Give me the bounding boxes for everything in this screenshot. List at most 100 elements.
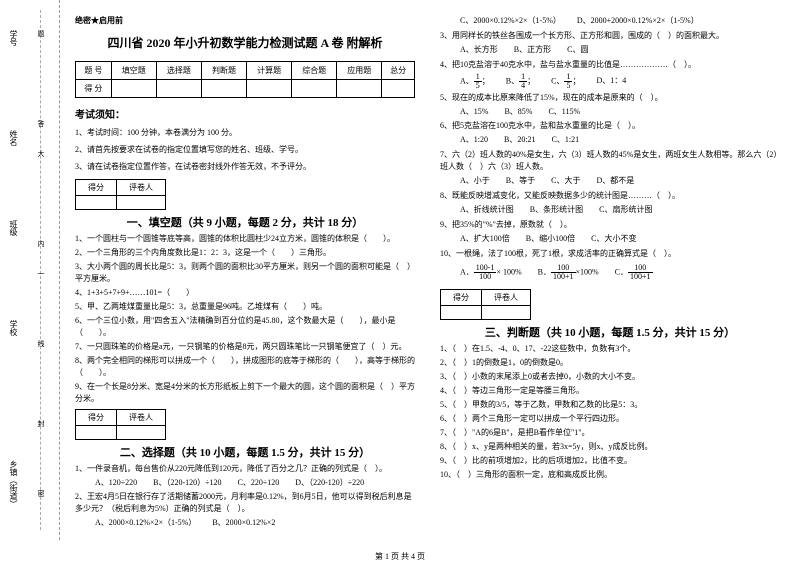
s1-q9: 9、在一个长是8分米、宽是4分米的长方形纸板上剪下一个最大的圆，这个圆的面积是（…: [75, 381, 415, 405]
s2-q2-opts2: C、2000×0.12%×2×（1-5%） D、2000+2000×0.12%×…: [460, 15, 780, 28]
s2-q10-opts: A．100-1100× 100% B．100100+1×100% C．10010…: [460, 264, 780, 281]
st-h1: 填空题: [111, 62, 156, 80]
label-studentid: 学号: [8, 30, 19, 46]
s3-q5: 5、（ ）甲数的3/5，等于乙数，甲数和乙数的比是5：3。: [440, 399, 780, 411]
mt1-c1: 得分: [76, 179, 117, 195]
s2q9-a: A、扩大100倍: [460, 233, 510, 246]
s3-q6: 6、（ ）两个三角形一定可以拼成一个平行四边形。: [440, 413, 780, 425]
s2q4-b: B、14；: [506, 73, 535, 90]
st-h2: 选择题: [156, 62, 201, 80]
exam-title: 四川省 2020 年小升初数学能力检测试题 A 卷 附解析: [75, 34, 415, 51]
s2q1-c: C、220÷120: [238, 477, 280, 490]
s1-q8: 8、两个完全相同的梯形可以拼成一个（ ），拼成图形的底等于梯形的（ ），高等于梯…: [75, 355, 415, 379]
s2-q1-opts: A、120÷220 B、（220-120）÷120 C、220÷120 D、（2…: [95, 477, 415, 490]
notice-title: 考试须知：: [75, 106, 415, 121]
s2q5-c: C、115%: [548, 106, 580, 119]
s2-q10: 10、一根绳，法了100根，死了1根，求成活率的正确算式是（ ）。: [440, 248, 780, 260]
s1-q6: 6、一个三位小数，用"四舍五入"法精确到百分位约是45.80，这个数最大是（ ）…: [75, 315, 415, 339]
st-h7: 总分: [382, 62, 415, 80]
s2-q6: 6、把5克盐溶在100克水中，盐和盐水重量的比是（ ）。: [440, 120, 780, 132]
s2q9-c: C、大小不变: [591, 233, 636, 246]
s2q1-d: D、（220-120）÷220: [295, 477, 364, 490]
s1-q1: 1、一个圆柱与一个圆锥等底等高，圆锥的体积比圆柱少24立方米，圆锥的体积是（ ）…: [75, 233, 415, 245]
s2q5-a: A、15%: [460, 106, 488, 119]
s2-q8-opts: A、折线统计图 B、条形统计图 C、扇形统计图: [460, 204, 780, 217]
s2-q3-opts: A、长方形 B、正方形 C、圆: [460, 44, 780, 57]
s2-q1: 1、一件录音机，每台售价从220元降低到120元，降低了百分之几？正确的列式是（…: [75, 463, 415, 475]
s2q3-c: C、圆: [567, 44, 588, 57]
s2-q6-opts: A、1:20 B、20:21 C、1:21: [460, 134, 780, 147]
s3-q8: 8、（ ）x、y是两种相关的量，若3x=5y，则x、y成反比例。: [440, 441, 780, 453]
s2q2-d: D、2000+2000×0.12%×2×（1-5%）: [577, 15, 699, 28]
mt1-c2: 评卷人: [117, 179, 166, 195]
s2q3-b: B、正方形: [514, 44, 551, 57]
s1-q3: 3、大小两个圆的周长比是5：3，则两个圆的面积比30平方厘米，则另一个圆的面积可…: [75, 261, 415, 285]
s2q8-c: C、扇形统计图: [599, 204, 652, 217]
label-town: 乡镇（街道）: [8, 460, 19, 508]
s3-q2: 2、（ ）1的倒数是1，0的倒数是0。: [440, 357, 780, 369]
s2q2-a: A、2000×0.12%×2×（1-5%）: [95, 517, 196, 530]
bind-char-2: 内: [36, 240, 46, 255]
s3-q3: 3、（ ）小数的末尾添上0或者去掉0，小数的大小不变。: [440, 371, 780, 383]
mt2-c2: 评卷人: [117, 409, 166, 425]
st-h6: 应用题: [337, 62, 382, 80]
st-h3: 判断题: [201, 62, 246, 80]
s2q7-b: B、等于: [506, 175, 535, 188]
s2q2-b: B、2000×0.12%×2: [212, 517, 275, 530]
s2-q4-opts: A、15； B、14； C、15； D、1：4: [460, 73, 780, 90]
s2-q3: 3、用同样长的铁丝各围成一个长方形、正方形和圆，围成的（ ）的面积最大。: [440, 30, 780, 42]
s1-q4: 4、1+3+5+7+9+……101=（ ）: [75, 287, 415, 299]
left-column: 绝密★启用前 四川省 2020 年小升初数学能力检测试题 A 卷 附解析 题 号…: [75, 15, 415, 535]
s2q1-b: B、（220-120）÷120: [153, 477, 221, 490]
s2q8-b: B、条形统计图: [530, 204, 583, 217]
section3-title: 三、判断题（共 10 小题，每题 1.5 分，共计 15 分）: [440, 324, 780, 340]
s2-q5: 5、现在的成本比原来降低了15%，现在的成本是原来的（ ）。: [440, 92, 780, 104]
s2q4-a: A、15；: [460, 73, 490, 90]
notice-2: 2、请首先按要求在试卷的指定位置填写您的姓名、班级、学号。: [75, 144, 415, 155]
bind-char-5: 密: [36, 490, 46, 505]
s1-q7: 7、一只圆珠笔的价格是a元，一只钢笔的价格是8元，两只圆珠笔比一只钢笔便宜了（ …: [75, 341, 415, 353]
s3-q1: 1、（ ）在1.5、-4、0、17、-22这些数中，负数有3个。: [440, 343, 780, 355]
s2q7-d: D、都不是: [596, 175, 634, 188]
st-h5: 综合题: [292, 62, 337, 80]
label-class: 班级: [8, 220, 19, 236]
s2-q5-opts: A、15% B、85% C、115%: [460, 106, 780, 119]
s2q5-b: B、85%: [504, 106, 532, 119]
label-school: 学校: [8, 320, 19, 336]
label-name: 姓名: [8, 130, 19, 146]
s2q1-a: A、120÷220: [95, 477, 137, 490]
s3-q7: 7、（ ）"A的6是B"，是把B看作单位"1"。: [440, 427, 780, 439]
s2q4-d: D、1：4: [596, 75, 626, 88]
s2q6-c: C、1:21: [552, 134, 580, 147]
bind-char-1: 答: [36, 120, 46, 135]
s2q8-a: A、折线统计图: [460, 204, 514, 217]
binding-sidebar: 学号 姓名 班级 学校 乡镇（街道） 题 答 大 内 一 线 封 密: [0, 0, 60, 540]
secret-label: 绝密★启用前: [75, 15, 415, 26]
s2-q9: 9、把35%的"%"去掉，原数就（ ）。: [440, 219, 780, 231]
s1-q2: 2、一个三角形的三个内角度数比是1：2：3，这是一个（ ）三角形。: [75, 247, 415, 259]
s2q7-a: A、小于: [460, 175, 490, 188]
page-footer: 第 1 页 共 4 页: [0, 551, 800, 562]
st-h0: 题 号: [76, 62, 112, 80]
bind-inner-1: 一: [36, 270, 46, 285]
s3-q4: 4、（ ）等边三角形一定是等腰三角形。: [440, 385, 780, 397]
s2-q2-opts: A、2000×0.12%×2×（1-5%） B、2000×0.12%×2: [95, 517, 415, 530]
s2q6-a: A、1:20: [460, 134, 488, 147]
s2q4-c: C、15；: [551, 73, 580, 90]
s2q3-a: A、长方形: [460, 44, 498, 57]
bind-char-4: 封: [36, 420, 46, 435]
st-s0: 得 分: [76, 80, 112, 98]
mt3-c2: 评卷人: [482, 289, 531, 305]
s2-q7-opts: A、小于 B、等于 C、大于 D、都不是: [460, 175, 780, 188]
bind-char-0: 题: [36, 30, 46, 45]
s2q10-a: A．100-1100× 100%: [460, 264, 522, 281]
s2-q7: 7、六（2）班人数的40%是女生，六（3）班人数的45%是女生，两班女生人数相等…: [440, 149, 780, 173]
notice-3: 3、请在试卷指定位置作答，在试卷密封线外作答无效，不予评分。: [75, 161, 415, 172]
s2-q9-opts: A、扩大100倍 B、缩小100倍 C、大小不变: [460, 233, 780, 246]
notice-1: 1、考试时间：100 分钟，本卷满分为 100 分。: [75, 127, 415, 138]
grader-table-3: 得分评卷人: [440, 289, 531, 320]
s2-q4: 4、把10克盐溶于40克水中，盐与盐水重量的比值是………………（ ）。: [440, 59, 780, 71]
s2q6-b: B、20:21: [504, 134, 536, 147]
right-column: C、2000×0.12%×2×（1-5%） D、2000+2000×0.12%×…: [440, 15, 780, 535]
s2q2-c: C、2000×0.12%×2×（1-5%）: [460, 15, 561, 28]
